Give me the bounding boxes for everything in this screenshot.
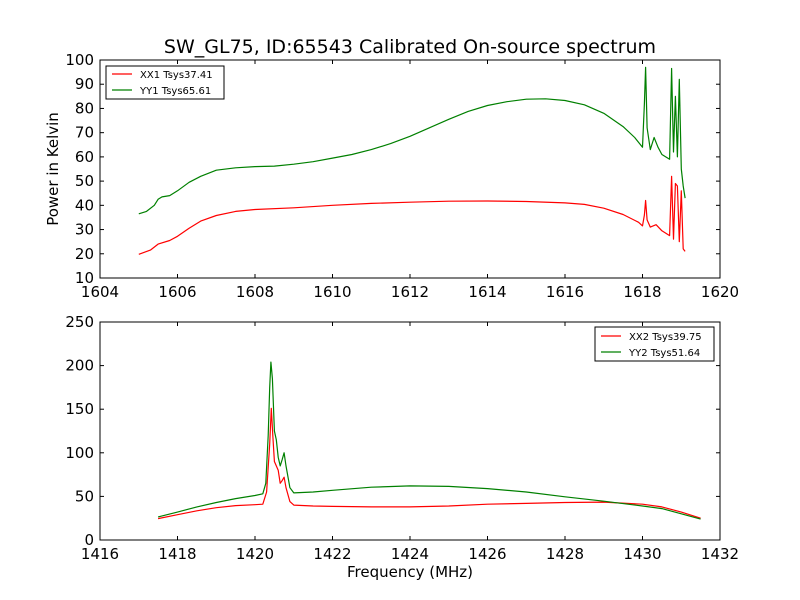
bottom-series-line-0 xyxy=(157,407,701,520)
top-y-tick-label: 90 xyxy=(75,75,94,93)
top-plot-legend: XX1 Tsys37.41 YY1 Tsys65.61 xyxy=(105,65,225,100)
top-y-tick-label: 50 xyxy=(75,172,94,190)
top-x-tick-label: 1606 xyxy=(158,283,196,301)
top-y-tick-label: 60 xyxy=(75,148,94,166)
top-x-tick-label: 1608 xyxy=(236,283,274,301)
top-x-tick-label: 1614 xyxy=(468,283,506,301)
top-y-tick-label: 80 xyxy=(75,99,94,117)
top-y-tick-label: 10 xyxy=(75,269,94,287)
bottom-y-tick-label: 100 xyxy=(65,444,94,462)
bottom-plot-series xyxy=(157,361,701,520)
top-y-tick-label: 70 xyxy=(75,124,94,142)
bottom-x-tick-label: 1428 xyxy=(546,545,584,563)
bottom-x-tick-label: 1426 xyxy=(468,545,506,563)
legend-label-xx2: XX2 Tsys39.75 xyxy=(629,332,702,343)
top-plot: SW_GL75, ID:65543 Calibrated On-source s… xyxy=(44,36,739,301)
bottom-x-tick-label: 1424 xyxy=(391,545,429,563)
bottom-y-tick-label: 0 xyxy=(84,531,94,549)
top-x-tick-label: 1610 xyxy=(313,283,351,301)
bottom-plot-legend-box xyxy=(594,326,715,362)
top-x-tick-label: 1620 xyxy=(701,283,739,301)
bottom-x-tick-label: 1422 xyxy=(313,545,351,563)
top-plot-y-axis-label: Power in Kelvin xyxy=(44,112,62,226)
bottom-y-tick-label: 200 xyxy=(65,357,94,375)
chart-title: SW_GL75, ID:65543 Calibrated On-source s… xyxy=(164,36,656,58)
bottom-x-tick-label: 1418 xyxy=(158,545,196,563)
bottom-x-tick-label: 1430 xyxy=(623,545,661,563)
bottom-plot-x-axis-label: Frequency (MHz) xyxy=(347,563,473,581)
top-x-tick-label: 1618 xyxy=(623,283,661,301)
legend-label-yy1: YY1 Tsys65.61 xyxy=(139,86,211,97)
bottom-y-tick-label: 150 xyxy=(65,400,94,418)
top-plot-frame xyxy=(99,59,721,279)
bottom-series-line-1 xyxy=(157,361,701,520)
top-y-tick-label: 30 xyxy=(75,221,94,239)
bottom-x-tick-label: 1420 xyxy=(236,545,274,563)
legend-label-yy2: YY2 Tsys51.64 xyxy=(628,348,700,359)
bottom-plot: 1416 1418 1420 1422 1424 1426 1428 1430 1432 0 50 1… xyxy=(65,313,739,581)
bottom-plot-legend: XX2 Tsys39.75 YY2 Tsys51.64 xyxy=(594,326,715,362)
bottom-x-tick-label: 1416 xyxy=(81,545,119,563)
top-x-tick-label: 1612 xyxy=(391,283,429,301)
top-y-tick-label: 20 xyxy=(75,245,94,263)
bottom-y-tick-label: 250 xyxy=(65,313,94,331)
bottom-plot-frame xyxy=(99,321,721,541)
top-series-line-1 xyxy=(138,66,686,215)
top-plot-ticks: 1604 1606 1608 1610 1612 1614 1616 1618 1620 10 20… xyxy=(65,51,739,301)
top-y-tick-label: 100 xyxy=(65,51,94,69)
top-plot-series xyxy=(138,66,686,255)
bottom-y-tick-label: 50 xyxy=(75,487,94,505)
top-series-line-0 xyxy=(138,175,686,255)
bottom-x-tick-label: 1432 xyxy=(701,545,739,563)
top-x-tick-label: 1616 xyxy=(546,283,584,301)
legend-label-xx1: XX1 Tsys37.41 xyxy=(140,70,213,81)
top-plot-legend-box xyxy=(105,65,225,100)
top-x-tick-label: 1604 xyxy=(81,283,119,301)
top-y-tick-label: 40 xyxy=(75,196,94,214)
